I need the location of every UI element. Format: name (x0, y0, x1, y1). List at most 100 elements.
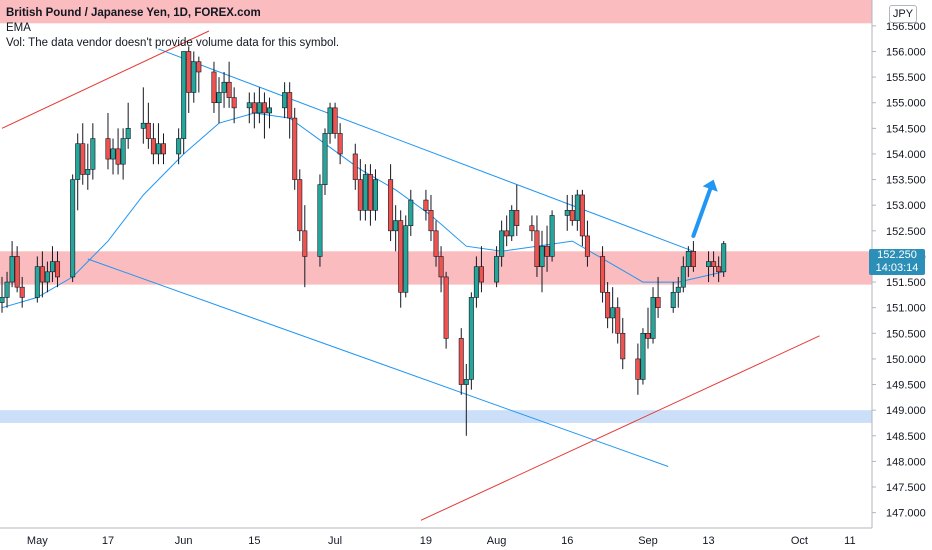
volume-note: Vol: The data vendor doesn't provide vol… (6, 37, 340, 49)
candle-body (645, 332, 651, 339)
candle (655, 276, 661, 318)
candle-body (408, 199, 414, 226)
candle (564, 194, 570, 231)
candle-body (393, 220, 399, 232)
candle-body (9, 256, 15, 283)
candle (105, 112, 111, 170)
price-tick-label: 148.500 (886, 431, 926, 443)
candle (140, 87, 146, 144)
price-tick-label: 151.500 (886, 277, 926, 289)
candle (9, 241, 15, 288)
candle (337, 123, 343, 165)
candle (721, 241, 727, 277)
candle (282, 82, 288, 119)
candle-body (564, 210, 570, 216)
ema-label[interactable]: EMA (6, 22, 31, 34)
candle-body (49, 261, 55, 273)
candle (685, 246, 691, 277)
candle (191, 51, 197, 103)
candle-body (120, 138, 126, 165)
candle (645, 307, 651, 349)
price-tick-label: 152.500 (886, 226, 926, 238)
candle-body (145, 122, 151, 139)
candle-body (544, 245, 550, 257)
candle-body (211, 71, 217, 104)
candle (640, 328, 646, 385)
candle (499, 220, 505, 267)
candle-body (0, 297, 5, 303)
candle (569, 194, 575, 226)
candle-body (670, 292, 676, 308)
candle (433, 220, 439, 267)
candle (216, 77, 222, 124)
candle (428, 194, 434, 242)
time-tick-label: 15 (248, 535, 260, 547)
candle (0, 276, 5, 313)
candle (650, 287, 656, 344)
candle-body (494, 256, 500, 283)
candle (155, 123, 161, 165)
candle-body (423, 199, 429, 211)
candle-body (231, 97, 237, 109)
candle-body (297, 179, 303, 232)
candle-body (90, 138, 96, 170)
candle (534, 215, 540, 277)
candle-body (635, 358, 641, 380)
candle-body (534, 230, 540, 267)
candle-body (711, 261, 717, 267)
candle (362, 164, 368, 221)
price-tick-label: 147.500 (886, 482, 926, 494)
price-tick-label: 153.500 (886, 175, 926, 187)
candle (211, 61, 217, 113)
candle-body (256, 102, 262, 114)
time-tick-label: 19 (420, 535, 432, 547)
candle-body (499, 230, 505, 257)
price-tick-label: 156.000 (886, 46, 926, 58)
candle (55, 251, 61, 288)
trendline-1 (87, 258, 669, 467)
currency-badge[interactable]: JPY (889, 5, 917, 23)
candle-body (302, 230, 308, 257)
candle (176, 128, 182, 165)
time-tick-label: Aug (487, 535, 507, 547)
candle-body (690, 251, 696, 267)
price-tick-label: 147.000 (886, 508, 926, 520)
zone-0 (0, 0, 872, 24)
candle-body (110, 148, 116, 160)
candle (438, 246, 444, 293)
candle-body (685, 251, 691, 267)
candle-body (569, 210, 575, 221)
candle-body (615, 307, 621, 334)
candle (251, 92, 257, 129)
candle-body (675, 286, 681, 293)
symbol-title[interactable]: British Pound / Japanese Yen, 1D, FOREX.… (6, 7, 261, 19)
candle-body (529, 225, 535, 232)
candle-body (610, 307, 616, 319)
legend: British Pound / Japanese Yen, 1D, FOREX.… (6, 6, 339, 51)
time-tick-label: 13 (702, 535, 714, 547)
candle (357, 159, 363, 221)
price-tick-label: 149.000 (886, 405, 926, 417)
zones-layer (0, 0, 872, 423)
candle-body (398, 220, 404, 293)
candle-body (186, 51, 192, 93)
candle-body (55, 261, 61, 278)
candle-body (317, 184, 323, 257)
candle-body (150, 138, 156, 155)
time-tick-label: Oct (791, 535, 808, 547)
time-tick-label: Sep (638, 535, 658, 547)
candle-body (140, 122, 146, 129)
candle-body (160, 143, 166, 155)
candle (292, 107, 298, 190)
candle-body (600, 256, 606, 293)
candle-body (458, 338, 464, 385)
candle (110, 138, 116, 175)
candle (327, 102, 333, 144)
candle-body (403, 225, 409, 293)
candle (221, 71, 227, 108)
price-tick-label: 155.500 (886, 72, 926, 84)
candle (19, 276, 25, 308)
candle (125, 102, 131, 149)
